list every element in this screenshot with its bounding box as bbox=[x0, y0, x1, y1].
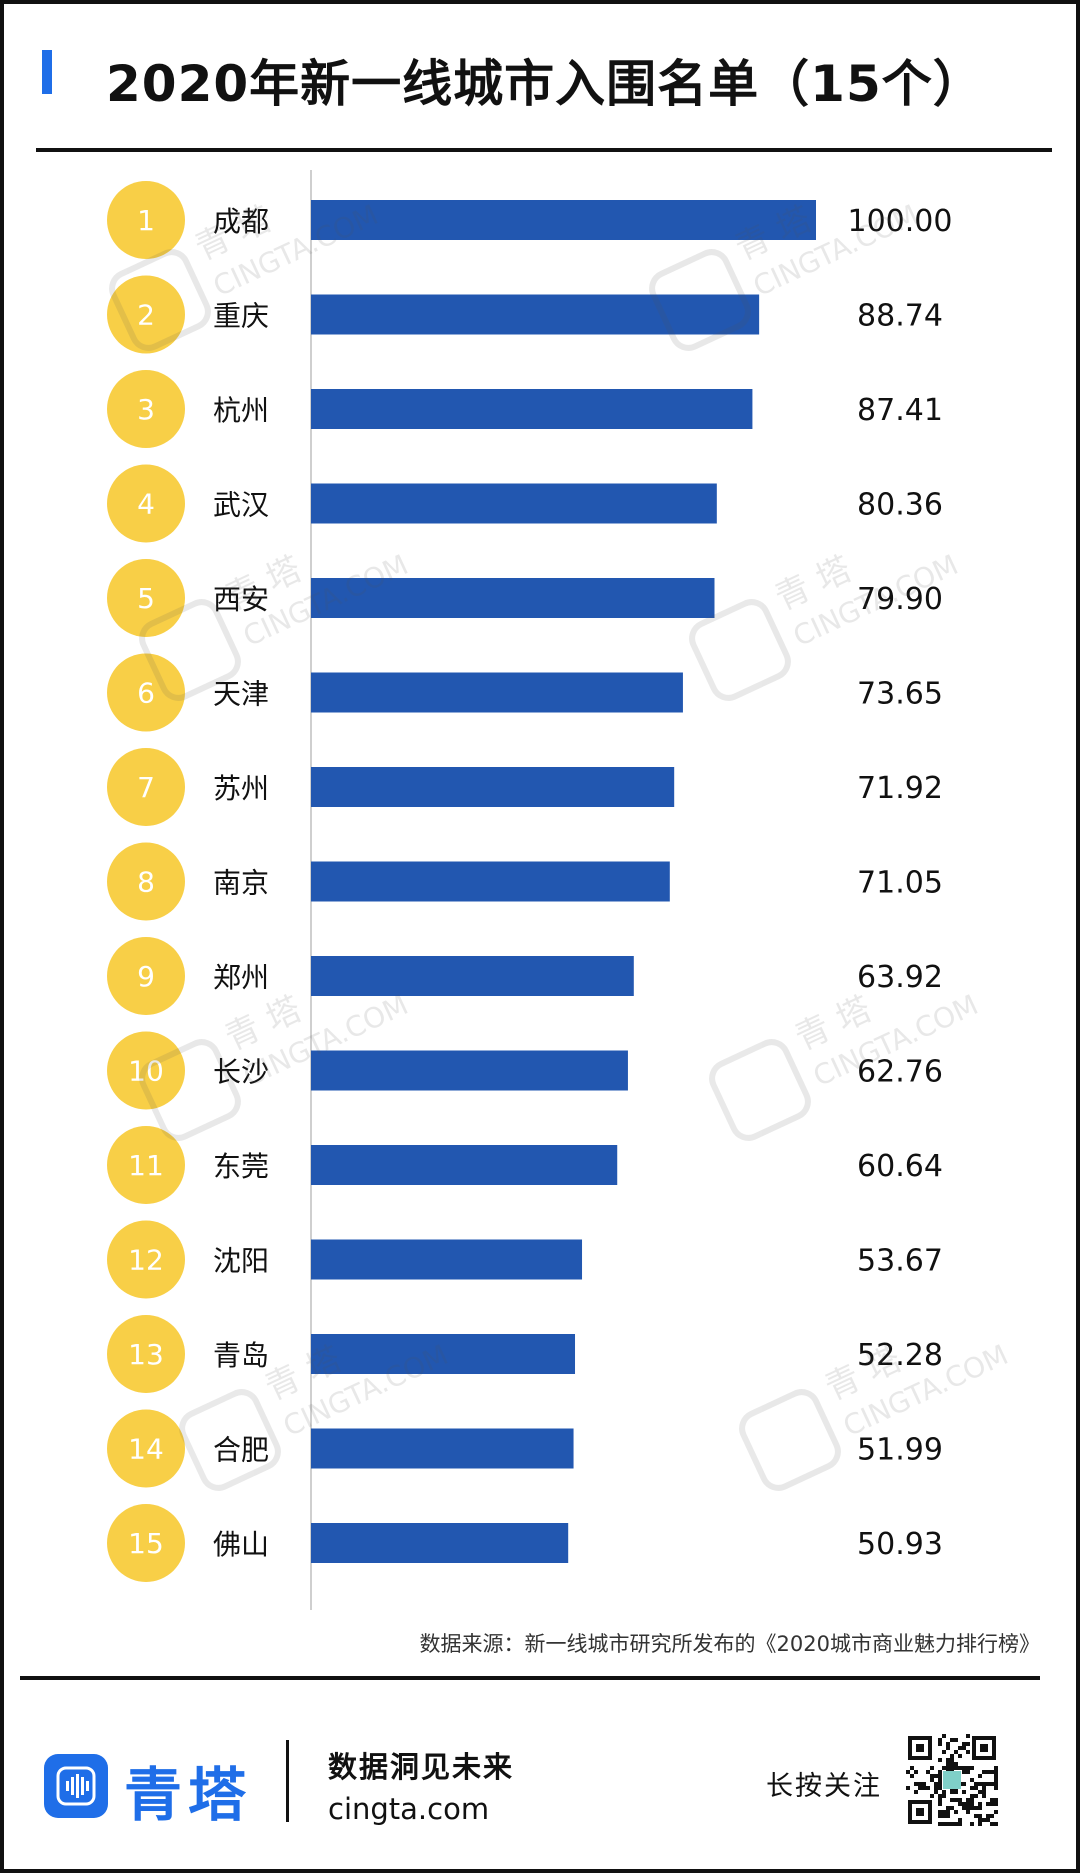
value-label: 50.93 bbox=[857, 1527, 943, 1562]
city-label: 天津 bbox=[213, 678, 269, 711]
value-label: 63.92 bbox=[857, 960, 943, 995]
rank-number: 5 bbox=[137, 582, 155, 615]
follow-label: 长按关注 bbox=[766, 1771, 882, 1802]
city-label: 佛山 bbox=[213, 1528, 269, 1561]
bar bbox=[311, 1239, 583, 1280]
rank-badge bbox=[107, 1315, 185, 1393]
source-note: 数据来源：新一线城市研究所发布的《2020城市商业魅力排行榜》 bbox=[419, 1632, 1040, 1656]
rank-badge bbox=[107, 1126, 185, 1204]
value-label: 79.90 bbox=[857, 582, 943, 617]
rank-badge bbox=[107, 275, 185, 354]
brand-slogan: 数据洞见未来 bbox=[328, 1750, 515, 1784]
footer: 青塔 数据洞见未来 cingta.com 长按关注 bbox=[0, 1690, 1080, 1870]
bar bbox=[311, 200, 816, 240]
rank-number: 9 bbox=[137, 960, 155, 993]
rank-number: 15 bbox=[128, 1527, 164, 1560]
rank-number: 12 bbox=[128, 1244, 164, 1277]
bar bbox=[311, 294, 760, 335]
brand-logo bbox=[44, 1754, 108, 1818]
footer-vertical-divider bbox=[286, 1740, 289, 1822]
bar bbox=[311, 767, 675, 807]
city-label: 长沙 bbox=[213, 1056, 269, 1089]
rank-badge bbox=[107, 370, 185, 448]
bar bbox=[311, 578, 715, 618]
value-label: 52.28 bbox=[857, 1338, 943, 1373]
city-label: 成都 bbox=[213, 205, 269, 238]
city-label: 东莞 bbox=[213, 1150, 269, 1183]
bar bbox=[311, 861, 670, 902]
rank-number: 1 bbox=[137, 204, 155, 237]
city-label: 青岛 bbox=[213, 1339, 269, 1372]
bar bbox=[311, 1050, 628, 1091]
bar bbox=[311, 483, 717, 524]
value-label: 100.00 bbox=[848, 204, 953, 239]
rank-number: 14 bbox=[128, 1433, 164, 1466]
rank-badge bbox=[107, 653, 185, 732]
title-accent-bar bbox=[42, 50, 52, 94]
city-label: 沈阳 bbox=[213, 1245, 269, 1278]
city-label: 西安 bbox=[213, 583, 269, 616]
city-label: 郑州 bbox=[213, 961, 269, 994]
qr-code-icon[interactable] bbox=[906, 1734, 998, 1826]
rank-number: 3 bbox=[137, 393, 155, 426]
site-url[interactable]: cingta.com bbox=[328, 1792, 490, 1826]
bar bbox=[311, 1523, 569, 1563]
rank-badge bbox=[107, 1031, 185, 1110]
bar bbox=[311, 672, 683, 713]
rank-number: 11 bbox=[128, 1149, 164, 1182]
value-label: 71.92 bbox=[857, 771, 943, 806]
rank-number: 13 bbox=[128, 1338, 164, 1371]
rank-badge bbox=[107, 1504, 185, 1582]
city-label: 南京 bbox=[213, 867, 269, 900]
brand-name: 青塔 bbox=[124, 1761, 253, 1829]
sound-wave-icon bbox=[56, 1766, 96, 1806]
value-label: 71.05 bbox=[857, 866, 943, 901]
bar bbox=[311, 1145, 618, 1185]
rank-badge bbox=[107, 1409, 185, 1488]
rank-number: 2 bbox=[137, 299, 155, 332]
bar bbox=[311, 956, 634, 996]
city-label: 合肥 bbox=[213, 1434, 269, 1467]
rank-badge bbox=[107, 464, 185, 543]
value-label: 88.74 bbox=[857, 299, 943, 334]
page-title: 2020年新一线城市入围名单（15个） bbox=[106, 55, 984, 113]
header: 2020年新一线城市入围名单（15个） bbox=[0, 0, 1080, 152]
value-label: 53.67 bbox=[857, 1244, 943, 1279]
value-label: 80.36 bbox=[857, 488, 943, 523]
rank-number: 10 bbox=[128, 1055, 164, 1088]
rank-badge bbox=[107, 842, 185, 921]
bar bbox=[311, 1334, 576, 1374]
city-label: 重庆 bbox=[213, 300, 269, 333]
bar bbox=[311, 389, 753, 429]
rank-badge bbox=[107, 559, 185, 637]
value-label: 87.41 bbox=[857, 393, 943, 428]
city-label: 杭州 bbox=[213, 394, 269, 427]
value-label: 51.99 bbox=[857, 1433, 943, 1468]
city-label: 苏州 bbox=[213, 772, 269, 805]
rank-badge bbox=[107, 937, 185, 1015]
value-label: 73.65 bbox=[857, 677, 943, 712]
value-label: 60.64 bbox=[857, 1149, 943, 1184]
value-label: 62.76 bbox=[857, 1055, 943, 1090]
rank-badge bbox=[107, 748, 185, 826]
rank-number: 8 bbox=[137, 866, 155, 899]
city-label: 武汉 bbox=[213, 489, 269, 522]
rank-number: 4 bbox=[137, 488, 155, 521]
bar-chart: 1 成都 100.00 2 重庆 88.74 3 杭州 87.41 4 武汉 80.36 5 西安 79.9… bbox=[107, 170, 953, 1610]
rank-number: 7 bbox=[137, 771, 155, 804]
title-divider bbox=[36, 148, 1052, 152]
rank-badge bbox=[107, 181, 185, 259]
bar bbox=[311, 1428, 574, 1469]
rank-number: 6 bbox=[137, 677, 155, 710]
rank-badge bbox=[107, 1220, 185, 1299]
footer-divider bbox=[20, 1676, 1040, 1680]
